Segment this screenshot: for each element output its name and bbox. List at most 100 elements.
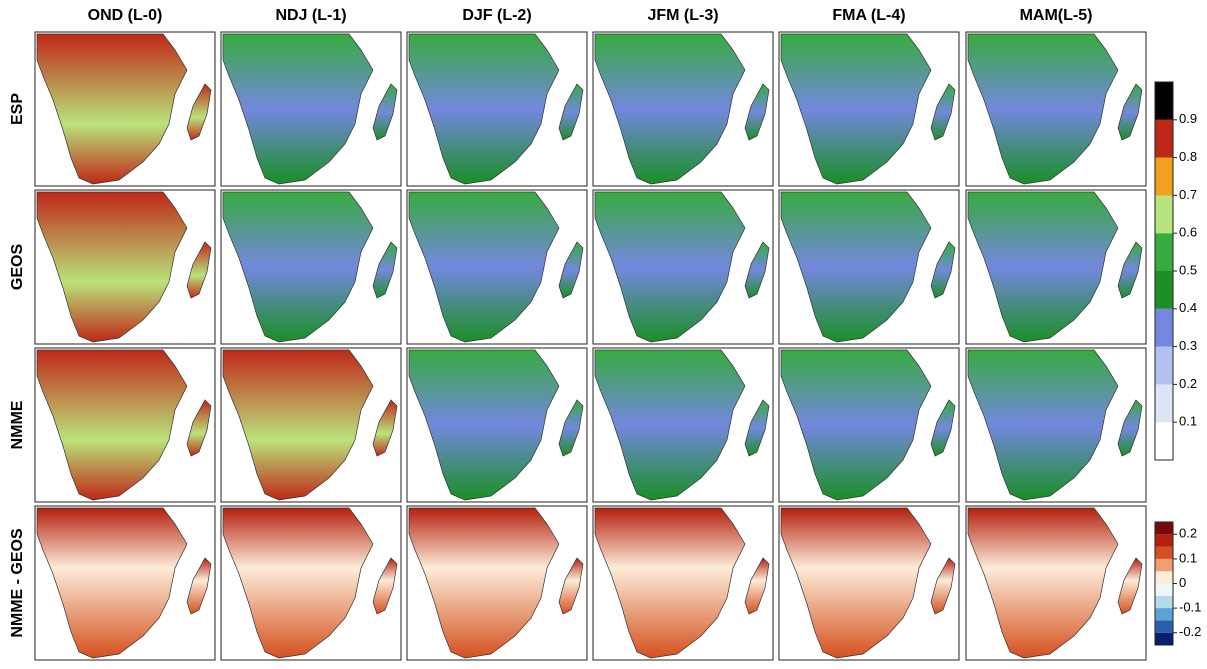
madagascar (372, 83, 398, 141)
map-panel (220, 31, 402, 187)
land (36, 191, 188, 343)
map-panel (592, 505, 774, 661)
colorbar-tick-label: 0.9 (1179, 111, 1197, 126)
madagascar (744, 399, 770, 457)
madagascar (1117, 557, 1143, 615)
colorbar-tick-label: -0.2 (1179, 624, 1201, 639)
colorbar-tick-label: 0.8 (1179, 149, 1197, 164)
map-panel (778, 505, 960, 661)
colorbar-tick-label: 0.3 (1179, 338, 1197, 353)
land (408, 191, 560, 343)
madagascar (930, 557, 956, 615)
colorbar-segment (1155, 422, 1173, 460)
madagascar (186, 399, 212, 457)
column-title: JFM (L-3) (647, 7, 718, 24)
colorbar-segment (1155, 558, 1173, 572)
colorbar-segment (1155, 583, 1173, 596)
colorbar-segment (1155, 308, 1173, 347)
madagascar (1117, 399, 1143, 457)
land (408, 349, 560, 501)
land (780, 191, 932, 343)
row-label: NMME (9, 400, 26, 449)
row-label: ESP (9, 93, 26, 125)
land (780, 33, 932, 185)
colorbar-segment (1155, 195, 1173, 234)
column-title: DJF (L-2) (462, 7, 531, 24)
colorbar-segment (1155, 595, 1173, 609)
map-panel (965, 31, 1147, 187)
map-panel (406, 189, 588, 345)
map-panel (592, 347, 774, 503)
land (594, 349, 746, 501)
colorbar-segment (1155, 119, 1173, 158)
map-panel (34, 31, 216, 187)
land (222, 191, 374, 343)
map-panel (34, 347, 216, 503)
colorbar-tick-label: 0 (1179, 575, 1186, 590)
land (967, 507, 1119, 659)
colorbar-segment (1155, 384, 1173, 423)
column-title: NDJ (L-1) (275, 7, 346, 24)
row-label: NMME - GEOS (9, 528, 26, 638)
colorbar-tick-label: 0.6 (1179, 225, 1197, 240)
colorbar-segment (1155, 608, 1173, 621)
land (36, 33, 188, 185)
land (594, 191, 746, 343)
map-panel (592, 189, 774, 345)
colorbar-tick-label: 0.4 (1179, 300, 1197, 315)
madagascar (372, 241, 398, 299)
land (967, 349, 1119, 501)
madagascar (1117, 241, 1143, 299)
colorbar-segment (1155, 571, 1173, 584)
map-panel (220, 347, 402, 503)
colorbar-segment (1155, 233, 1173, 271)
column-title: OND (L-0) (88, 7, 163, 24)
colorbar-segment (1155, 82, 1173, 120)
land (967, 191, 1119, 343)
madagascar (558, 241, 584, 299)
colorbar-tick-label: -0.1 (1179, 600, 1201, 615)
colorbar-segment (1155, 522, 1173, 535)
colorbar-segment (1155, 271, 1173, 309)
madagascar (744, 241, 770, 299)
madagascar (930, 241, 956, 299)
map-panel (965, 505, 1147, 661)
map-panel (220, 189, 402, 345)
colorbar-segment (1155, 346, 1173, 385)
madagascar (558, 399, 584, 457)
colorbar-tick-label: 0.5 (1179, 262, 1197, 277)
land (36, 507, 188, 659)
land (222, 33, 374, 185)
colorbar-segment (1155, 534, 1173, 547)
map-panel (34, 505, 216, 661)
map-panel (406, 31, 588, 187)
colorbar-segment (1155, 546, 1173, 559)
land (594, 33, 746, 185)
madagascar (744, 557, 770, 615)
madagascar (186, 241, 212, 299)
madagascar (372, 399, 398, 457)
map-panel (778, 347, 960, 503)
madagascar (186, 83, 212, 141)
map-panel (592, 31, 774, 187)
colorbar-tick-label: 0.1 (1179, 550, 1197, 565)
madagascar (930, 83, 956, 141)
land (780, 349, 932, 501)
land (408, 33, 560, 185)
map-panel (406, 505, 588, 661)
madagascar (186, 557, 212, 615)
map-panel (220, 505, 402, 661)
land (967, 33, 1119, 185)
colorbar-segment (1155, 157, 1173, 196)
map-panel (406, 347, 588, 503)
map-panel (965, 347, 1147, 503)
column-title: FMA (L-4) (832, 7, 905, 24)
map-panel (778, 31, 960, 187)
row-label: GEOS (9, 244, 26, 291)
map-panel (34, 189, 216, 345)
land (408, 507, 560, 659)
colorbar-tick-label: 0.2 (1179, 526, 1197, 541)
colorbar-tick-label: 0.7 (1179, 187, 1197, 202)
land (594, 507, 746, 659)
